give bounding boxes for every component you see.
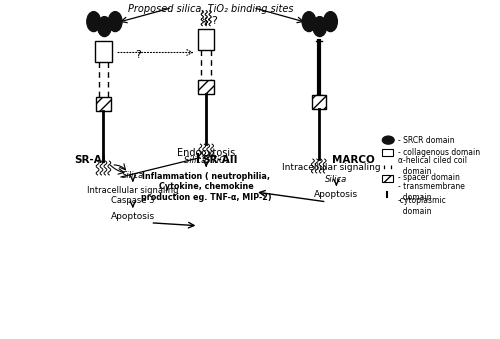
Text: ?: ? [135,51,140,60]
Text: α-helical ciled coil
  domain: α-helical ciled coil domain [398,156,467,176]
Text: Silica, TiO₂: Silica, TiO₂ [184,156,228,165]
Ellipse shape [324,12,338,32]
Text: MARCO: MARCO [332,155,375,165]
Text: - spacer domain: - spacer domain [398,174,460,182]
Text: Apoptosis: Apoptosis [314,190,358,199]
Text: Intracellular signaling: Intracellular signaling [282,163,381,172]
Ellipse shape [98,17,112,37]
Text: -cytoplasmic
  domain: -cytoplasmic domain [398,196,447,216]
Ellipse shape [313,17,326,37]
Text: - collagenous domain: - collagenous domain [398,147,480,157]
Text: ?: ? [211,16,217,26]
Text: Endocytosis: Endocytosis [177,148,236,158]
FancyBboxPatch shape [312,95,326,109]
Polygon shape [0,0,171,113]
Text: Silica: Silica [122,171,144,180]
Text: Silica: Silica [326,175,347,184]
Text: - SRCR domain: - SRCR domain [398,136,454,145]
Ellipse shape [87,12,101,32]
Text: SR-AII: SR-AII [202,155,237,165]
FancyBboxPatch shape [198,80,214,94]
FancyBboxPatch shape [198,28,214,51]
Text: Proposed silica, TiO₂ binding sites: Proposed silica, TiO₂ binding sites [128,4,294,14]
FancyBboxPatch shape [382,175,393,182]
Text: Intracellular signaling
Caspase 3: Intracellular signaling Caspase 3 [87,186,178,205]
Ellipse shape [302,12,316,32]
Text: Inflammation ( neutrophilia,
Cytokine, chemokine
production eg. TNF-α, MIP-2): Inflammation ( neutrophilia, Cytokine, c… [141,172,272,202]
FancyBboxPatch shape [96,97,112,111]
Text: Apoptosis: Apoptosis [111,212,155,221]
FancyBboxPatch shape [94,41,112,62]
Ellipse shape [108,12,122,32]
Text: - transmembrane
  domain: - transmembrane domain [398,182,465,202]
FancyBboxPatch shape [382,149,393,156]
Text: SR-AI: SR-AI [74,155,106,165]
Ellipse shape [382,136,394,144]
